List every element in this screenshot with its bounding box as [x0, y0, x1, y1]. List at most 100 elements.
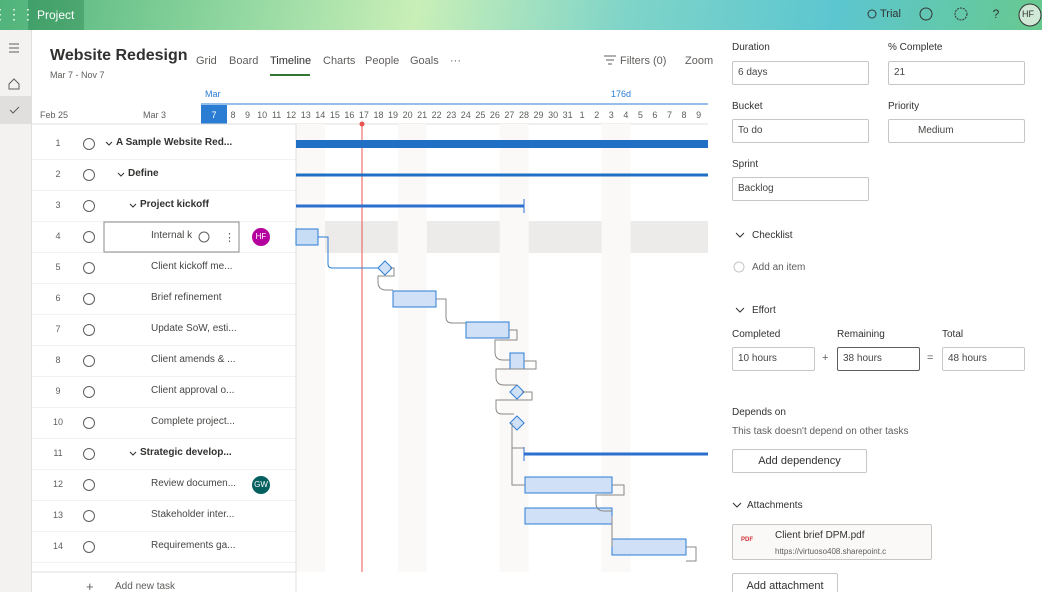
complete-toggle: [83, 262, 95, 274]
collapse-chevron: [117, 172, 125, 177]
field-box[interactable]: [732, 61, 869, 85]
task-bar: [524, 476, 613, 494]
day: 9: [696, 110, 702, 120]
today-dot: [359, 121, 365, 127]
avatar[interactable]: HF: [1022, 9, 1034, 19]
day: 13: [300, 110, 311, 120]
field-label: Total: [942, 329, 964, 340]
button[interactable]: [732, 573, 838, 592]
day: 30: [548, 110, 559, 120]
day: 21: [417, 110, 428, 120]
task-name[interactable]: Stakeholder inter...: [151, 509, 235, 520]
day: 26: [489, 110, 500, 120]
tab[interactable]: ···: [450, 55, 461, 67]
attachment-card[interactable]: [732, 524, 932, 560]
field-label: Priority: [888, 101, 920, 112]
weekend-shade: [296, 124, 325, 572]
task-name[interactable]: Complete project...: [151, 416, 235, 427]
day: 8: [230, 110, 236, 120]
avatar-ring: [1018, 3, 1042, 27]
button-label[interactable]: Add dependency: [758, 455, 841, 467]
summary-bar: [524, 452, 708, 456]
project-title: Website Redesign: [50, 47, 188, 64]
day: 12: [286, 110, 297, 120]
task-name[interactable]: Project kickoff: [140, 199, 209, 210]
field-box[interactable]: [732, 177, 869, 201]
task-bar: [392, 290, 437, 308]
section-title: Depends on: [732, 407, 786, 418]
button[interactable]: [732, 449, 867, 473]
field-value: Medium: [918, 125, 954, 136]
field-value[interactable]: To do: [738, 125, 763, 136]
day: 27: [504, 110, 515, 120]
task-name[interactable]: Client approval o...: [151, 385, 235, 396]
field-box[interactable]: [732, 347, 815, 371]
weekend-shade: [397, 124, 427, 572]
field-box[interactable]: [888, 119, 1025, 143]
collapse-chevron: [105, 141, 113, 146]
task-number: 6: [55, 293, 61, 303]
complete-toggle: [83, 479, 95, 491]
field-value[interactable]: 6 days: [738, 67, 768, 78]
info-icon: [198, 231, 210, 243]
complete-toggle: [83, 541, 95, 553]
weekend-shade: [601, 124, 631, 572]
task-name[interactable]: Define: [128, 168, 159, 179]
add-item-circle: [733, 261, 745, 273]
collapse-chevron: [129, 203, 137, 208]
field-value[interactable]: Backlog: [738, 183, 774, 194]
add-item[interactable]: Add an item: [752, 262, 806, 273]
task-name[interactable]: Review documen...: [151, 478, 237, 489]
field-value[interactable]: 38 hours: [843, 353, 882, 364]
complete-toggle: [83, 386, 95, 398]
tab[interactable]: Grid: [196, 55, 217, 67]
summary-bar: [296, 140, 708, 148]
field-value[interactable]: 10 hours: [738, 353, 777, 364]
task-name[interactable]: A Sample Website Red...: [116, 137, 233, 148]
task-number: 10: [52, 417, 63, 427]
task-name[interactable]: Update SoW, esti...: [151, 323, 237, 334]
task-name[interactable]: Client amends & ...: [151, 354, 236, 365]
tab[interactable]: Charts: [323, 55, 356, 67]
dependency-link: [436, 298, 466, 324]
filter-icon: [604, 55, 616, 65]
tab[interactable]: Goals: [410, 55, 439, 67]
day: 4: [623, 110, 629, 120]
tab[interactable]: Board: [229, 55, 259, 67]
task-name[interactable]: Internal k: [151, 230, 193, 241]
task-name[interactable]: Requirements ga...: [151, 540, 236, 551]
add-task[interactable]: Add new task: [115, 581, 176, 592]
day: 5: [637, 110, 643, 120]
day: 28: [518, 110, 529, 120]
task-name[interactable]: Client kickoff me...: [151, 261, 233, 272]
complete-toggle: [83, 355, 95, 367]
task-name[interactable]: Strategic develop...: [140, 447, 232, 458]
task-number: 8: [55, 355, 61, 365]
field-box[interactable]: [732, 119, 869, 143]
field-box[interactable]: [837, 347, 920, 371]
menu-icon: [9, 43, 19, 53]
day: 14: [315, 110, 326, 120]
file-name[interactable]: Client brief DPM.pdf: [775, 530, 865, 541]
field-value[interactable]: 48 hours: [948, 353, 987, 364]
field-box[interactable]: [942, 347, 1025, 371]
tab[interactable]: Timeline: [270, 55, 312, 67]
settings-icon: [954, 7, 968, 21]
task-name[interactable]: Brief refinement: [151, 292, 222, 303]
day: 25: [475, 110, 486, 120]
field-label: Sprint: [732, 159, 759, 170]
field-value[interactable]: 21: [894, 67, 906, 78]
section-title: Attachments: [747, 500, 803, 511]
button-label[interactable]: Add attachment: [746, 580, 824, 592]
day: 23: [446, 110, 457, 120]
zoom[interactable]: Zoom: [685, 55, 714, 67]
tab[interactable]: People: [365, 55, 400, 67]
filters[interactable]: Filters (0): [620, 55, 667, 67]
field-box[interactable]: [888, 61, 1025, 85]
section-chevron: [735, 232, 745, 238]
complete-toggle: [83, 200, 95, 212]
app-name-bg: [28, 0, 84, 30]
dependency-link: [495, 360, 537, 386]
task-number: 4: [55, 231, 61, 241]
task-number: 7: [55, 324, 61, 334]
